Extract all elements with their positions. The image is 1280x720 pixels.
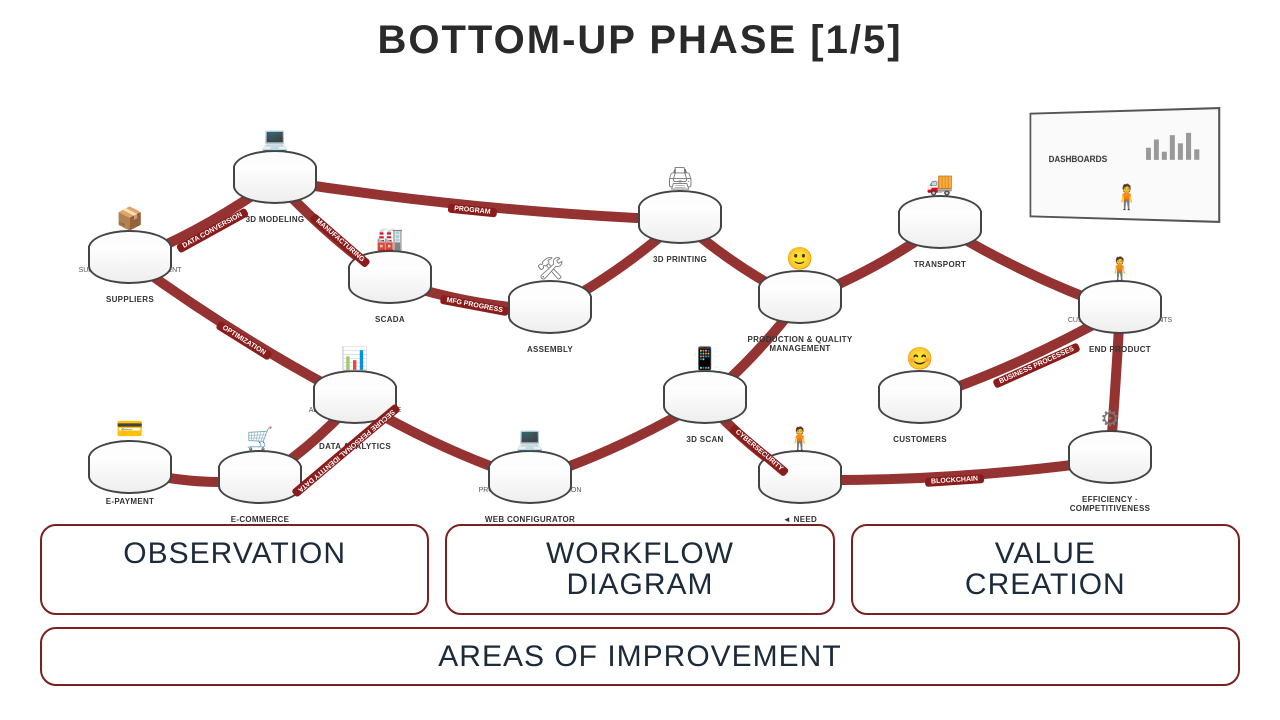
dashboards-bars — [1146, 128, 1199, 159]
node-label: ASSEMBLY — [527, 346, 573, 355]
node-suppliers: 📦SUPPLY CHAIN MANAGEMENTSUPPLIERS — [70, 230, 190, 305]
assembly-icon: 🛠 — [536, 256, 564, 282]
box-observation: OBSERVATION — [40, 524, 429, 615]
dashboards-label: DASHBOARDS — [1049, 154, 1108, 164]
node-label: SUPPLIERS — [106, 296, 154, 305]
boxes-row-1: OBSERVATION WORKFLOWDIAGRAM VALUECREATIO… — [40, 524, 1240, 615]
efficiency-icon: ⚙ — [1100, 406, 1120, 432]
node-efficiency: ⚙+ 60%EFFICIENCY · COMPETITIVENESS — [1050, 430, 1170, 514]
node-label: E-PAYMENT — [106, 498, 155, 507]
analytics-icon: 📊 — [341, 346, 368, 372]
webconfig-icon: 💻 — [516, 426, 543, 452]
printing-icon: 🖨 — [666, 166, 694, 192]
node-label: EFFICIENCY · COMPETITIVENESS — [1050, 496, 1170, 514]
disc-icon: 💻 — [488, 450, 572, 486]
node-label: SCADA — [375, 316, 405, 325]
workflow-diagram: DASHBOARDS 🧍 📦SUPPLY CHAIN MANAGEMENTSUP… — [40, 80, 1240, 520]
node-scada: 🏭IoT · PLC · HMISCADA — [330, 250, 450, 325]
need-icon: 🧍 — [786, 426, 813, 452]
disc-icon: 🚚 — [898, 195, 982, 231]
node-label: CUSTOMERS — [893, 436, 947, 445]
boxes-row-2: AREAS OF IMPROVEMENT — [40, 627, 1240, 687]
scada-icon: 🏭 — [376, 226, 403, 252]
node-label: END PRODUCT — [1089, 346, 1151, 355]
node-pqm: 🙂ERP · MESPRODUCTION & QUALITYMANAGEMENT — [740, 270, 860, 354]
node-need: 🧍BODY PAIN◄ NEED — [740, 450, 860, 525]
box-areas: AREAS OF IMPROVEMENT — [40, 627, 1240, 687]
node-label: 3D SCAN — [686, 436, 723, 445]
disc-icon: 🛠 — [508, 280, 592, 316]
node-epayment: 💳 E-PAYMENT — [70, 440, 190, 507]
box-workflow: WORKFLOWDIAGRAM — [445, 524, 834, 615]
disc-icon: ⚙ — [1068, 430, 1152, 466]
disc-icon: 😊 — [878, 370, 962, 406]
page-title: BOTTOM-UP PHASE [1/5] — [0, 0, 1280, 63]
modeling-icon: 💻 — [261, 126, 288, 152]
suppliers-icon: 📦 — [116, 206, 143, 232]
endproduct-icon: 🧍 — [1106, 256, 1133, 282]
disc-icon: 💻 — [233, 150, 317, 186]
transport-icon: 🚚 — [926, 171, 953, 197]
node-webconfig: 💻PRODUCT INDIVIDUALIZATIONWEB CONFIGURAT… — [470, 450, 590, 525]
disc-icon: 📊 — [313, 370, 397, 406]
disc-icon: 💳 — [88, 440, 172, 476]
node-printing: 🖨ADDITIVE MFG3D PRINTING — [620, 190, 740, 265]
ecommerce-icon: 🛒 — [246, 426, 273, 452]
epayment-icon: 💳 — [116, 416, 143, 442]
node-label: TRANSPORT — [914, 261, 966, 270]
pqm-icon: 🙂 — [786, 246, 813, 272]
disc-icon: 🛒 — [218, 450, 302, 486]
node-label: 3D MODELING — [246, 216, 305, 225]
node-label: 3D PRINTING — [653, 256, 707, 265]
node-assembly: 🛠MARKING & PACKAGINGASSEMBLY — [490, 280, 610, 355]
disc-icon: 📦 — [88, 230, 172, 266]
person-icon: 🧍 — [1112, 183, 1141, 213]
scan-icon: 📱 — [691, 346, 718, 372]
customers-icon: 😊 — [906, 346, 933, 372]
disc-icon: 🖨 — [638, 190, 722, 226]
dashboards-panel: DASHBOARDS 🧍 — [1030, 107, 1221, 223]
disc-icon: 🧍 — [1078, 280, 1162, 316]
node-customers: 😊SATISFACTIONCUSTOMERS — [860, 370, 980, 445]
box-value: VALUECREATION — [851, 524, 1240, 615]
bottom-boxes: OBSERVATION WORKFLOWDIAGRAM VALUECREATIO… — [40, 524, 1240, 699]
disc-icon: 📱 — [663, 370, 747, 406]
node-transport: 🚚EXPRESS DELIVERYTRANSPORT — [880, 195, 1000, 270]
node-label: PRODUCTION & QUALITYMANAGEMENT — [747, 336, 852, 354]
disc-icon: 🙂 — [758, 270, 842, 306]
